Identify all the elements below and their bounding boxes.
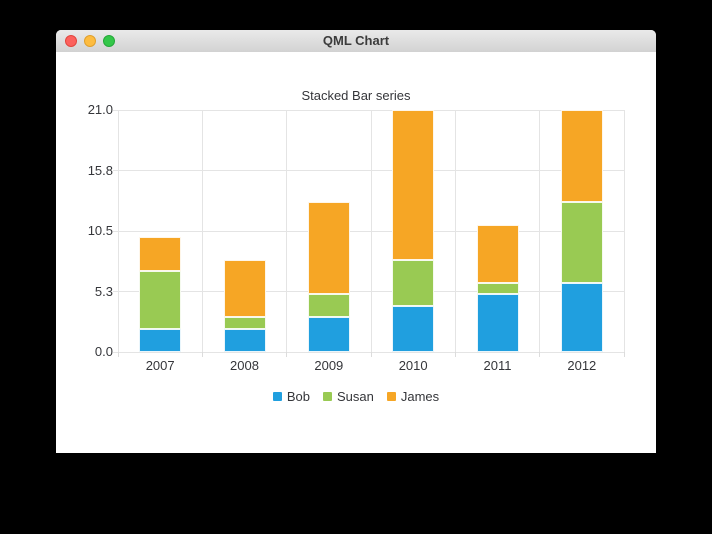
bar-segment-james-2009 bbox=[307, 202, 350, 295]
y-tick-label: 10.5 bbox=[87, 223, 113, 238]
bar-segment-bob-2010 bbox=[392, 305, 435, 352]
legend-label: Susan bbox=[336, 389, 374, 404]
bar-segment-james-2007 bbox=[139, 236, 182, 272]
zoom-button[interactable] bbox=[103, 35, 115, 47]
close-button[interactable] bbox=[65, 35, 77, 47]
gridline-horizontal bbox=[113, 230, 624, 232]
gridline-horizontal bbox=[113, 170, 624, 171]
gridline-vertical bbox=[201, 110, 203, 352]
x-axis-tick bbox=[370, 352, 372, 357]
x-tick-label: 2009 bbox=[314, 358, 344, 373]
bar-segment-susan-2012 bbox=[560, 202, 603, 283]
traffic-light-buttons bbox=[65, 35, 115, 47]
x-tick-label: 2012 bbox=[567, 358, 597, 373]
legend-item-james: James bbox=[386, 389, 440, 404]
x-tick-label: 2008 bbox=[230, 358, 259, 373]
bar-segment-bob-2007 bbox=[139, 328, 182, 352]
plot-area bbox=[113, 109, 625, 357]
x-axis-tick bbox=[539, 352, 541, 357]
gridline-vertical bbox=[117, 110, 119, 352]
gridline-horizontal bbox=[113, 291, 624, 292]
gridline-vertical bbox=[539, 110, 541, 352]
gridline-horizontal bbox=[113, 351, 624, 353]
legend-marker-bob bbox=[272, 392, 282, 401]
bar-segment-james-2011 bbox=[476, 225, 519, 283]
minimize-button[interactable] bbox=[84, 35, 96, 47]
bar-segment-james-2008 bbox=[223, 259, 266, 318]
legend-marker-susan bbox=[322, 392, 332, 401]
x-tick-label: 2010 bbox=[398, 358, 428, 373]
x-axis-tick bbox=[201, 352, 203, 357]
gridline-vertical bbox=[370, 110, 372, 352]
gridline-vertical bbox=[454, 110, 456, 352]
bar-segment-bob-2012 bbox=[560, 282, 603, 352]
legend-label: James bbox=[400, 389, 440, 404]
x-tick-label: 2007 bbox=[145, 358, 175, 373]
bar-segment-susan-2009 bbox=[307, 294, 350, 318]
chart-view: Stacked Bar series 21.0 15.8 10.5 5.3 0.0 20… bbox=[56, 52, 656, 453]
gridline-vertical bbox=[286, 110, 288, 352]
bar-segment-james-2012 bbox=[560, 110, 603, 203]
gridline-vertical bbox=[623, 110, 625, 352]
y-tick-label: 5.3 bbox=[94, 283, 113, 299]
x-axis-tick bbox=[623, 352, 625, 357]
y-tick-label: 15.8 bbox=[87, 162, 113, 178]
legend-label: Bob bbox=[286, 389, 310, 404]
bar-segment-james-2010 bbox=[392, 110, 435, 260]
bar-segment-susan-2007 bbox=[139, 271, 182, 329]
bar-segment-susan-2008 bbox=[223, 317, 266, 329]
bar-segment-susan-2010 bbox=[392, 259, 435, 306]
x-axis-tick bbox=[454, 352, 456, 357]
app-window: QML Chart Stacked Bar series 21.0 15.8 10.… bbox=[56, 30, 656, 453]
bar-segment-bob-2009 bbox=[307, 317, 350, 352]
legend-marker-james bbox=[386, 392, 396, 401]
chart-title: Stacked Bar series bbox=[301, 88, 411, 103]
titlebar[interactable]: QML Chart bbox=[56, 30, 656, 53]
gridline-horizontal bbox=[113, 109, 624, 111]
legend-item-bob: Bob bbox=[272, 389, 310, 404]
y-tick-label: 0.0 bbox=[94, 344, 113, 359]
x-axis-tick bbox=[117, 352, 119, 357]
bar-segment-bob-2011 bbox=[476, 294, 519, 352]
legend-item-susan: Susan bbox=[322, 389, 374, 404]
y-tick-label: 21.0 bbox=[87, 102, 113, 117]
window-title: QML Chart bbox=[322, 33, 390, 48]
x-tick-label: 2011 bbox=[483, 358, 512, 373]
legend: Bob Susan James bbox=[56, 389, 656, 404]
bar-segment-bob-2008 bbox=[223, 328, 266, 352]
bar-segment-susan-2011 bbox=[476, 282, 519, 295]
x-axis-tick bbox=[286, 352, 288, 357]
